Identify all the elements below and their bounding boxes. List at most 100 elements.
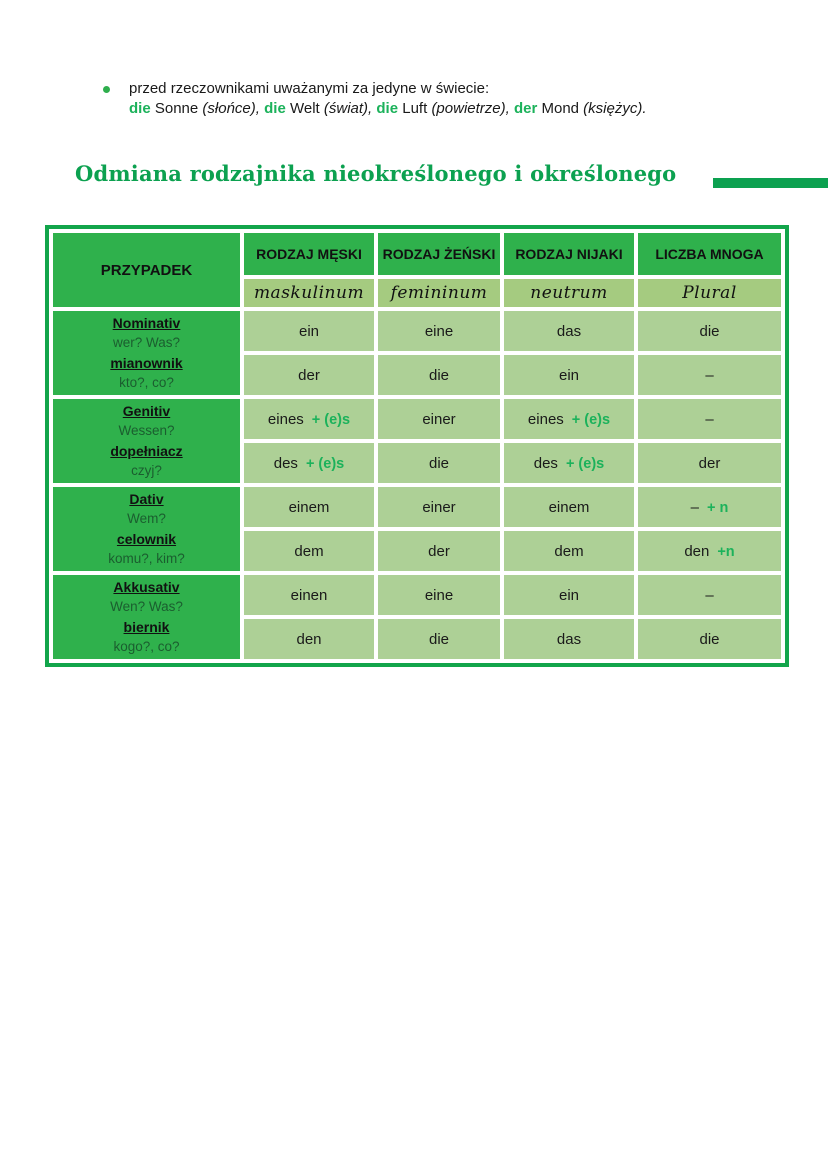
article-cell: die — [638, 311, 781, 351]
article-cell: den — [244, 619, 374, 659]
subheader-row: maskulinum femininum neutrum Plural — [53, 279, 781, 307]
article-cell: den +n — [638, 531, 781, 571]
case-name-de: Dativ — [129, 491, 164, 507]
article-word: des — [273, 454, 298, 472]
article-suffix: + (e)s — [571, 411, 611, 428]
article-word: des — [533, 454, 558, 472]
article-cell: das — [504, 311, 634, 351]
column-header: LICZBA MNOGA — [638, 233, 781, 275]
article-cell: ein — [244, 311, 374, 351]
article-word: – — [705, 586, 714, 604]
column-subheader: femininum — [378, 279, 500, 307]
header-row: PRZYPADEK RODZAJ MĘSKI RODZAJ ŻEŃSKI RODZAJ… — [53, 233, 781, 307]
case-name-de: Akkusativ — [113, 579, 180, 595]
page-title: Odmiana rodzajnika nieokreślonego i okre… — [75, 161, 677, 186]
bullet-line2-part: Welt — [285, 100, 324, 117]
heading-rule — [713, 178, 828, 188]
table-row: Akkusativ Wen? Was? biernik kogo?, co? einen… — [53, 575, 781, 659]
article-word: eine — [424, 586, 454, 604]
article-word: die — [699, 322, 720, 340]
bullet-list-item: przed rzeczownikami uważanymi za jedyne … — [103, 79, 647, 119]
article-word: die — [428, 630, 450, 648]
article-cell: eines + (e)s — [244, 399, 374, 439]
table-row: den die das die — [53, 619, 781, 659]
declension-table: PRZYPADEK RODZAJ MĘSKI RODZAJ ŻEŃSKI RODZAJ… — [45, 225, 789, 667]
case-name-pl: dopełniacz — [110, 443, 183, 459]
bullet-line2-part: die — [129, 100, 151, 117]
bullet-line2-part: Luft — [398, 100, 432, 117]
article-cell: – — [638, 575, 781, 615]
case-question-pl: czyj? — [131, 463, 162, 478]
column-header: RODZAJ NIJAKI — [504, 233, 634, 275]
article-word: eines — [527, 410, 564, 428]
table-row: des + (e)s die des + (e)s der — [53, 443, 781, 483]
bullet-icon — [103, 86, 110, 93]
case-question-de: wer? Was? — [112, 335, 181, 350]
table-head: PRZYPADEK RODZAJ MĘSKI RODZAJ ŻEŃSKI RODZAJ… — [53, 233, 781, 307]
article-cell: des + (e)s — [244, 443, 374, 483]
article-cell: die — [378, 355, 500, 395]
article-cell: des + (e)s — [504, 443, 634, 483]
article-suffix: + (e)s — [311, 411, 351, 428]
article-cell: eine — [378, 311, 500, 351]
bullet-line2-part: (powietrze), — [431, 100, 510, 117]
case-name-pl: celownik — [116, 531, 177, 547]
bullet-line2-part: die — [376, 100, 399, 117]
article-word: den — [684, 542, 710, 560]
bullet-line1: przed rzeczownikami uważanymi za jedyne … — [129, 80, 490, 97]
bullet-line2-part: die — [264, 100, 286, 117]
case-label-cell: Dativ Wem? celownik komu?, kim? — [53, 487, 240, 571]
article-cell: – — [638, 355, 781, 395]
case-name-de: Nominativ — [112, 315, 181, 331]
column-subheader: Plural — [638, 279, 781, 307]
table-row: Nominativ wer? Was? mianownik kto?, co? ein e… — [53, 311, 781, 395]
article-word: ein — [298, 322, 320, 340]
article-cell: – — [638, 399, 781, 439]
article-word: ein — [558, 586, 580, 604]
table-body: Nominativ wer? Was? mianownik kto?, co? ein e… — [53, 311, 781, 659]
bullet-line2-part: (księżyc). — [583, 100, 647, 117]
article-suffix: + n — [706, 499, 729, 516]
table-row: Dativ Wem? celownik komu?, kim? einem einer ei… — [53, 487, 781, 571]
article-word: die — [699, 630, 720, 648]
bullet-line2-part: (słońce), — [202, 100, 260, 117]
article-cell: der — [378, 531, 500, 571]
article-cell: dem — [504, 531, 634, 571]
article-word: einem — [288, 498, 330, 516]
article-word: ein — [558, 366, 580, 384]
article-cell: die — [638, 619, 781, 659]
column-subheader: neutrum — [504, 279, 634, 307]
article-cell: einem — [504, 487, 634, 527]
bullet-text: przed rzeczownikami uważanymi za jedyne … — [129, 79, 647, 119]
article-word: – — [690, 498, 699, 516]
article-word: eine — [424, 322, 454, 340]
article-cell: einem — [244, 487, 374, 527]
case-label-cell: Nominativ wer? Was? mianownik kto?, co? — [53, 311, 240, 395]
bullet-line2-part: Sonne — [150, 100, 203, 117]
article-cell: die — [378, 443, 500, 483]
article-suffix: +n — [717, 543, 735, 560]
article-word: dem — [294, 542, 324, 560]
article-cell: ein — [504, 355, 634, 395]
table-row: dem der dem den +n — [53, 531, 781, 571]
article-word: einer — [422, 498, 456, 516]
article-word: der — [428, 542, 450, 560]
article-word: der — [698, 454, 721, 472]
article-cell: einen — [244, 575, 374, 615]
article-suffix: + (e)s — [565, 455, 605, 472]
table-row: Genitiv Wessen? dopełniacz czyj? eines + (e)s… — [53, 399, 781, 483]
case-name-pl: biernik — [123, 619, 170, 635]
article-cell: einer — [378, 487, 500, 527]
article-word: eines — [267, 410, 304, 428]
article-word: – — [705, 366, 714, 384]
bullet-line2: die Sonne (słońce), die Welt (świat), di… — [129, 99, 647, 119]
case-label-cell: Akkusativ Wen? Was? biernik kogo?, co? — [53, 575, 240, 659]
article-cell: der — [638, 443, 781, 483]
case-question-de: Wessen? — [118, 423, 175, 438]
article-cell: der — [244, 355, 374, 395]
article-word: das — [556, 322, 582, 340]
column-header: RODZAJ MĘSKI — [244, 233, 374, 275]
case-name-pl: mianownik — [110, 355, 183, 371]
case-question-de: Wen? Was? — [110, 599, 183, 614]
case-question-pl: komu?, kim? — [108, 551, 185, 566]
